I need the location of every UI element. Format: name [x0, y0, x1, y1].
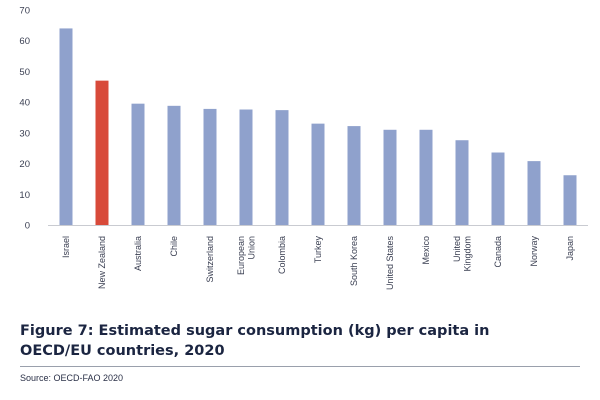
- bar: [491, 152, 505, 225]
- x-tick-label-line: United States: [385, 236, 395, 291]
- y-tick-label: 10: [19, 190, 30, 201]
- x-axis: Israel New Zealand Australia Chile Switzerla…: [61, 236, 575, 291]
- x-tick-label-line: Mexico: [421, 236, 431, 265]
- y-tick-label: 50: [19, 67, 30, 78]
- y-axis: 0 10 20 30 40 50 60 70: [19, 6, 30, 232]
- bar: [527, 161, 541, 225]
- y-tick-label: 40: [19, 98, 30, 109]
- bar: [131, 103, 145, 225]
- y-tick-label: 20: [19, 159, 30, 170]
- x-tick-label: UnitedKingdom: [452, 236, 473, 272]
- x-tick-label: Switzerland: [205, 236, 215, 283]
- x-tick-label: Canada: [493, 236, 503, 268]
- x-tick-label: Norway: [529, 236, 539, 267]
- x-tick-label-line: South Korea: [349, 236, 359, 286]
- x-tick-label-line: Australia: [133, 236, 143, 271]
- x-tick-label-line: Switzerland: [205, 236, 215, 283]
- bar: [455, 140, 469, 225]
- bar: [59, 28, 73, 225]
- bar: [563, 175, 577, 225]
- x-tick-label-line: Canada: [493, 236, 503, 268]
- x-tick-label-line: Japan: [565, 236, 575, 261]
- x-tick-label-line: New Zealand: [97, 236, 107, 289]
- x-tick-label-line: Israel: [61, 236, 71, 258]
- x-tick-label: EuropeanUnion: [236, 236, 257, 275]
- y-tick-label: 0: [25, 221, 30, 232]
- source-note: Source: OECD-FAO 2020: [20, 373, 124, 383]
- y-tick-label: 70: [19, 6, 30, 17]
- bar: [419, 129, 433, 225]
- figure-caption: Figure 7: Estimated sugar consumption (k…: [20, 323, 490, 359]
- bar: [239, 109, 253, 225]
- bar: [383, 129, 397, 225]
- x-tick-label: Japan: [565, 236, 575, 261]
- x-tick-label-line: European: [236, 236, 246, 275]
- bar: [167, 105, 181, 225]
- x-tick-label: United States: [385, 236, 395, 291]
- bar: [275, 110, 289, 225]
- bar-chart: 0 10 20 30 40 50 60 70 Israel New Zealand Austral…: [19, 6, 588, 291]
- bar: [311, 123, 325, 225]
- x-tick-label: Australia: [133, 236, 143, 271]
- x-tick-label-line: Kingdom: [463, 236, 473, 272]
- x-tick-label: New Zealand: [97, 236, 107, 289]
- bar: [95, 80, 109, 226]
- y-tick-label: 30: [19, 128, 30, 139]
- x-tick-label-line: Turkey: [313, 236, 323, 264]
- x-tick-label-line: Norway: [529, 236, 539, 267]
- x-tick-label-line: Union: [247, 236, 257, 260]
- bar: [347, 126, 361, 225]
- x-tick-label: Colombia: [277, 236, 287, 274]
- x-tick-label-line: Chile: [169, 236, 179, 257]
- x-tick-label: Turkey: [313, 236, 323, 264]
- bars: [59, 28, 577, 226]
- x-tick-label-line: Colombia: [277, 236, 287, 274]
- x-tick-label: South Korea: [349, 236, 359, 286]
- x-tick-label: Israel: [61, 236, 71, 258]
- x-tick-label: Chile: [169, 236, 179, 257]
- bar: [203, 108, 217, 225]
- x-tick-label-line: United: [452, 236, 462, 262]
- x-tick-label: Mexico: [421, 236, 431, 265]
- y-tick-label: 60: [19, 36, 30, 47]
- divider: [20, 366, 580, 367]
